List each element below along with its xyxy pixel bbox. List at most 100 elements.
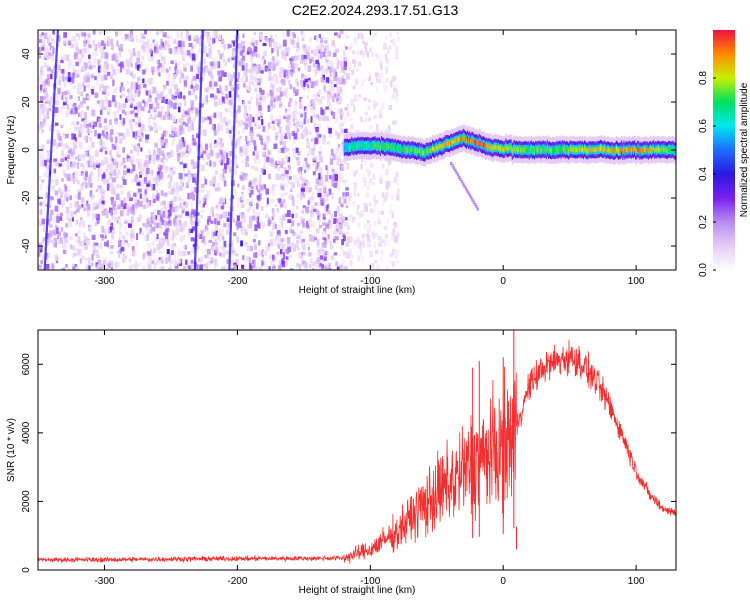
noise-cell: [140, 106, 145, 111]
noise-cell: [175, 145, 179, 152]
noise-cell: [90, 120, 93, 126]
noise-cell: [305, 128, 308, 136]
noise-cell: [122, 235, 125, 239]
noise-cell: [323, 213, 326, 217]
noise-cell: [249, 96, 253, 100]
noise-cell: [110, 222, 114, 228]
noise-cell: [271, 120, 275, 124]
carrier-cell: [497, 145, 500, 150]
noise-cell: [125, 128, 130, 134]
noise-cell: [250, 53, 254, 60]
carrier-cell: [546, 146, 549, 151]
noise-cell: [134, 122, 138, 126]
noise-cell: [290, 71, 294, 77]
noise-cell: [262, 96, 266, 102]
noise-cell: [335, 77, 339, 81]
noise-cell: [331, 95, 335, 102]
noise-cell: [262, 169, 266, 175]
noise-cell: [312, 162, 316, 166]
noise-cell: [363, 97, 368, 101]
carrier-cell: [399, 146, 401, 152]
carrier-cell: [367, 142, 369, 148]
carrier-cell: [437, 146, 439, 152]
noise-cell: [270, 96, 274, 100]
noise-cell: [266, 244, 270, 251]
noise-cell: [125, 68, 130, 75]
noise-cell: [168, 88, 173, 95]
noise-cell: [305, 186, 309, 190]
noise-cell: [295, 232, 299, 237]
noise-cell: [38, 195, 41, 200]
noise-cell: [140, 231, 145, 236]
carrier-cell: [396, 145, 399, 151]
noise-cell: [166, 143, 169, 148]
noise-cell: [210, 73, 213, 79]
noise-cell: [339, 229, 344, 235]
noise-cell: [277, 174, 281, 180]
noise-cell: [114, 101, 118, 108]
noise-cell: [296, 42, 299, 49]
carrier-cell: [457, 138, 460, 143]
noise-cell: [132, 223, 135, 229]
noise-cell: [53, 170, 56, 178]
noise-cell: [268, 266, 271, 270]
noise-cell: [176, 89, 180, 94]
noise-cell: [325, 223, 329, 229]
noise-cell: [320, 260, 323, 265]
noise-cell: [171, 81, 175, 88]
noise-cell: [227, 243, 231, 247]
noise-cell: [44, 62, 47, 68]
noise-cell: [220, 70, 225, 77]
noise-cell: [158, 259, 162, 264]
noise-cell: [241, 193, 244, 201]
noise-cell: [318, 145, 322, 150]
noise-cell: [83, 123, 86, 129]
noise-cell: [129, 119, 133, 126]
noise-cell: [188, 228, 191, 235]
noise-cell: [144, 67, 148, 73]
noise-cell: [177, 153, 181, 160]
noise-cell: [241, 172, 245, 179]
noise-cell: [156, 243, 160, 250]
noise-cell: [268, 217, 271, 222]
noise-cell: [40, 155, 45, 162]
noise-cell: [163, 210, 166, 218]
noise-cell: [118, 237, 121, 244]
noise-cell: [328, 131, 332, 138]
noise-cell: [185, 122, 189, 127]
noise-cell: [229, 134, 232, 140]
noise-cell: [61, 164, 65, 168]
noise-cell: [379, 78, 382, 84]
noise-cell: [246, 245, 250, 252]
noise-cell: [252, 207, 256, 213]
carrier-cell: [357, 142, 360, 148]
noise-cell: [314, 184, 319, 191]
noise-cell: [230, 259, 234, 267]
noise-cell: [297, 36, 300, 41]
noise-cell: [392, 228, 395, 235]
noise-cell: [289, 30, 293, 36]
noise-cell: [302, 163, 305, 168]
carrier-cell: [417, 148, 419, 154]
noise-cell: [136, 107, 140, 113]
noise-cell: [322, 241, 327, 248]
noise-cell: [145, 102, 148, 109]
noise-cell: [295, 235, 300, 240]
noise-cell: [175, 232, 178, 239]
noise-cell: [387, 163, 390, 170]
noise-cell: [289, 97, 292, 103]
noise-cell: [219, 124, 224, 131]
noise-cell: [205, 95, 208, 102]
carrier-cell: [346, 144, 349, 150]
noise-cell: [237, 183, 240, 188]
noise-cell: [166, 40, 169, 47]
noise-cell: [320, 43, 324, 49]
noise-cell: [226, 119, 231, 124]
noise-cell: [177, 69, 182, 74]
noise-cell: [232, 47, 236, 52]
noise-cell: [94, 161, 97, 165]
noise-cell: [175, 220, 179, 227]
noise-cell: [223, 240, 227, 247]
noise-cell: [104, 52, 109, 59]
noise-cell: [149, 248, 152, 254]
